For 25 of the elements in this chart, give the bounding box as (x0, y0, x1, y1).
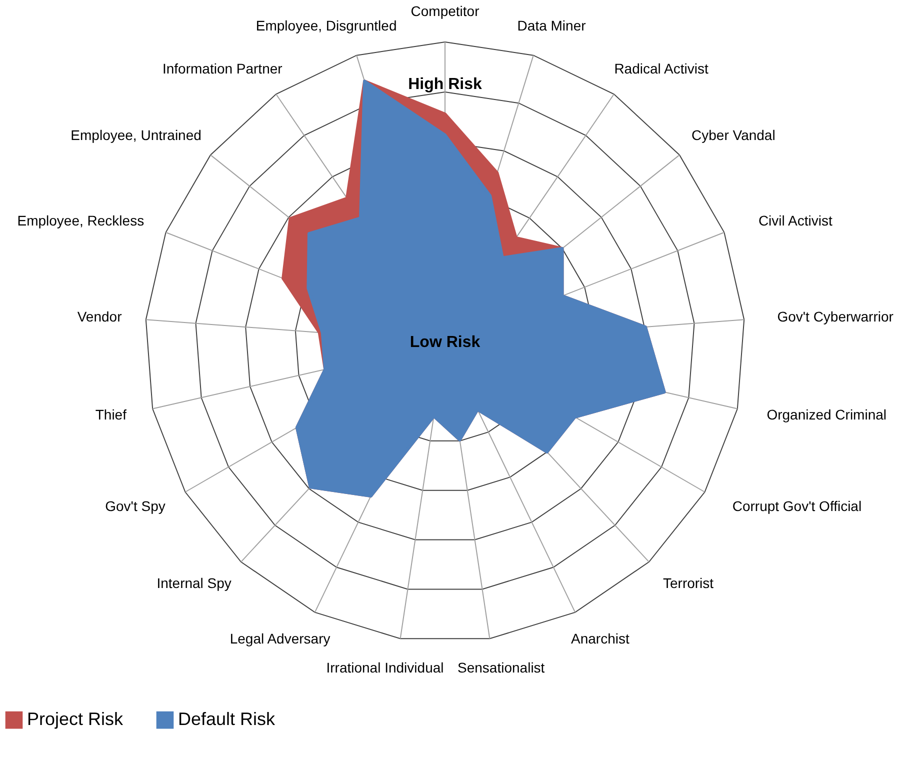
spoke-label: Terrorist (662, 574, 714, 591)
spoke-label: Internal Spy (156, 574, 232, 591)
spoke-label: Data Miner (517, 18, 586, 34)
spoke-label: Employee, Disgruntled (256, 18, 397, 34)
spoke-label: Irrational Individual (326, 659, 444, 676)
spoke-label: Employee, Untrained (70, 127, 202, 144)
legend-label: Project Risk (27, 709, 124, 730)
spoke-label: Competitor (410, 3, 480, 19)
spoke-label: Anarchist (571, 630, 630, 646)
spoke-label: Gov't Cyberwarrior (777, 308, 894, 324)
spoke-label: Employee, Reckless (17, 212, 144, 228)
text: Low Risk (410, 334, 480, 351)
legend-label: Default Risk (178, 709, 276, 730)
text: High Risk (408, 76, 482, 93)
spoke-label: Organized Criminal (766, 406, 887, 422)
spoke-label: Sensationalist (458, 659, 545, 676)
spoke-label: Radical Activist (614, 60, 708, 76)
spoke-label: Cyber Vandal (692, 127, 776, 144)
spoke-label: Corrupt Gov't Official (732, 498, 862, 514)
spoke-label: Thief (95, 406, 127, 422)
spoke-label: Information Partner (162, 60, 283, 76)
spoke-label: Civil Activist (758, 212, 832, 228)
spoke-label: Gov't Spy (105, 498, 166, 514)
spoke-label: Vendor (77, 308, 122, 324)
spoke-label: Legal Adversary (230, 630, 330, 646)
